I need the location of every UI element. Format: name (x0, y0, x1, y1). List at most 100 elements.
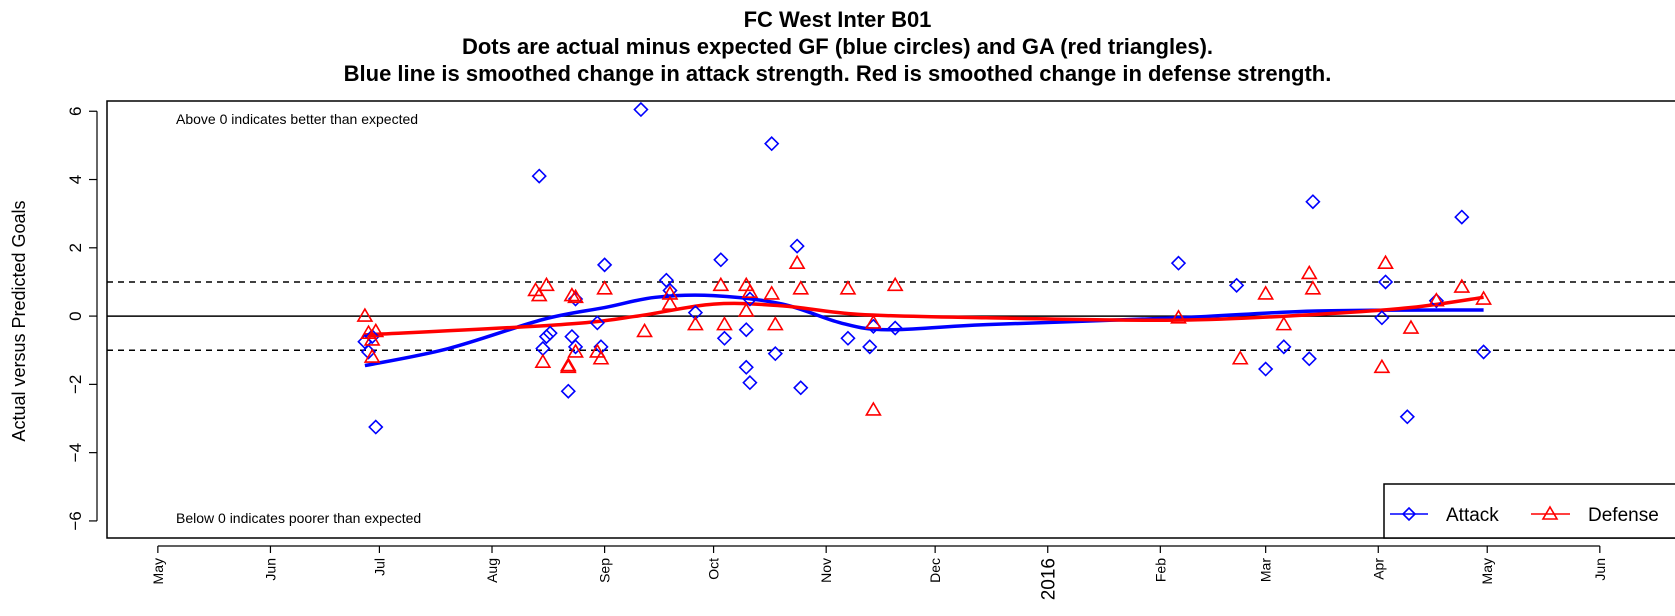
x-tick-label: Dec (927, 558, 943, 583)
defense-point (1427, 292, 1445, 307)
attack-point (1377, 274, 1394, 290)
attack-point (1475, 344, 1492, 360)
attack-point (364, 328, 380, 345)
defense-point (1304, 280, 1322, 295)
attack-point (1301, 351, 1317, 367)
legend-defense-label: Defense (1588, 505, 1659, 526)
attack-point (738, 322, 754, 338)
defense-point (864, 401, 882, 416)
plot-frame (106, 100, 1675, 539)
x-tick-label: Feb (1152, 558, 1168, 582)
defense-point (839, 280, 857, 295)
y-tick-label: −6 (66, 511, 85, 530)
defense-point (1275, 316, 1293, 331)
attack-point (1258, 361, 1274, 377)
defense-point (1373, 358, 1391, 374)
legend-defense-marker (1541, 505, 1559, 520)
chart-subtitle-line-2: Blue line is smoothed change in attack s… (343, 61, 1332, 86)
x-tick-label: Oct (706, 558, 722, 580)
defense-point (356, 307, 374, 322)
attack-point (535, 340, 551, 357)
defense-point (886, 276, 904, 292)
defense-point (559, 357, 577, 372)
defense-smoothed-line (364, 295, 1484, 337)
annotation-above: Above 0 indicates better than expected (176, 111, 418, 127)
defense-point (1231, 350, 1249, 365)
y-axis-label: Actual versus Predicted Goals (9, 200, 29, 441)
defense-point (367, 322, 385, 338)
attack-point (1428, 293, 1445, 309)
attack-point (1228, 277, 1245, 293)
defense-point (563, 287, 581, 302)
title-block: FC West Inter B01 Dots are actual minus … (0, 6, 1675, 87)
x-tick-label: Nov (818, 558, 834, 583)
attack-point (713, 252, 729, 268)
defense-point (559, 358, 577, 374)
attack-point (764, 136, 780, 152)
x-tick-label: Jun (1592, 558, 1608, 581)
attack-point (1276, 339, 1292, 355)
x-tick-label: Aug (484, 558, 500, 583)
attack-point (1374, 310, 1390, 326)
defense-point (763, 285, 781, 300)
x-tick-label: May (1479, 558, 1495, 584)
legend-attack-label: Attack (1446, 505, 1499, 526)
legend-box (1383, 483, 1675, 539)
legend-attack-marker (1401, 506, 1417, 522)
defense-point (1402, 319, 1420, 334)
attack-point (1399, 409, 1415, 425)
x-tick-label: Jul (371, 558, 387, 576)
defense-point (792, 280, 810, 295)
attack-point (589, 315, 605, 331)
x-tick-label: 2016 (1039, 558, 1060, 600)
attack-point (887, 320, 903, 336)
attack-point (767, 346, 783, 362)
attack-point (633, 101, 649, 118)
defense-point (1453, 278, 1471, 293)
attack-point (538, 328, 555, 345)
attack-point (793, 380, 809, 396)
defense-point (1377, 254, 1394, 269)
attack-point (567, 339, 584, 355)
y-tick-label: 2 (66, 243, 85, 252)
defense-point (1300, 264, 1318, 280)
defense-point (363, 348, 381, 363)
y-tick-label: 0 (66, 311, 85, 320)
defense-point (687, 316, 704, 331)
attack-point (531, 168, 547, 184)
attack-point (840, 330, 856, 346)
chart-title: FC West Inter B01 (743, 7, 932, 32)
defense-point (636, 322, 653, 338)
defense-point (530, 287, 548, 302)
defense-point (661, 285, 679, 300)
defense-point (538, 276, 555, 292)
attack-point (862, 339, 878, 355)
defense-point (1475, 290, 1492, 305)
defense-point (1257, 285, 1275, 300)
annotation-below: Below 0 indicates poorer than expected (176, 510, 421, 526)
attack-point (1305, 194, 1321, 210)
x-tick-label: Apr (1370, 558, 1386, 580)
defense-point (534, 353, 552, 368)
defense-point (741, 283, 759, 298)
smoothed-lines (364, 293, 1484, 368)
x-tick-label: Sep (597, 558, 613, 583)
attack-point (596, 257, 613, 273)
data-points (356, 101, 1492, 435)
y-tick-label: −4 (66, 443, 85, 462)
attack-point (742, 375, 758, 391)
x-tick-label: Jun (262, 558, 278, 581)
attack-point (560, 383, 576, 399)
defense-point (788, 254, 806, 269)
defense-point (712, 276, 730, 292)
legend: Attack Defense (1383, 483, 1675, 539)
x-tick-label: Mar (1258, 558, 1274, 582)
chart-subtitle-line-1: Dots are actual minus expected GF (blue … (461, 34, 1214, 59)
attack-point (738, 359, 754, 375)
axes: −6 −4 −2 0 2 4 6 May Jun Jul Aug Sep Oct Nov Dec 2016 Fe… (66, 107, 1608, 601)
attack-point (1454, 209, 1470, 225)
defense-point (567, 288, 584, 304)
attack-point (789, 238, 805, 254)
y-tick-label: −2 (66, 375, 85, 394)
